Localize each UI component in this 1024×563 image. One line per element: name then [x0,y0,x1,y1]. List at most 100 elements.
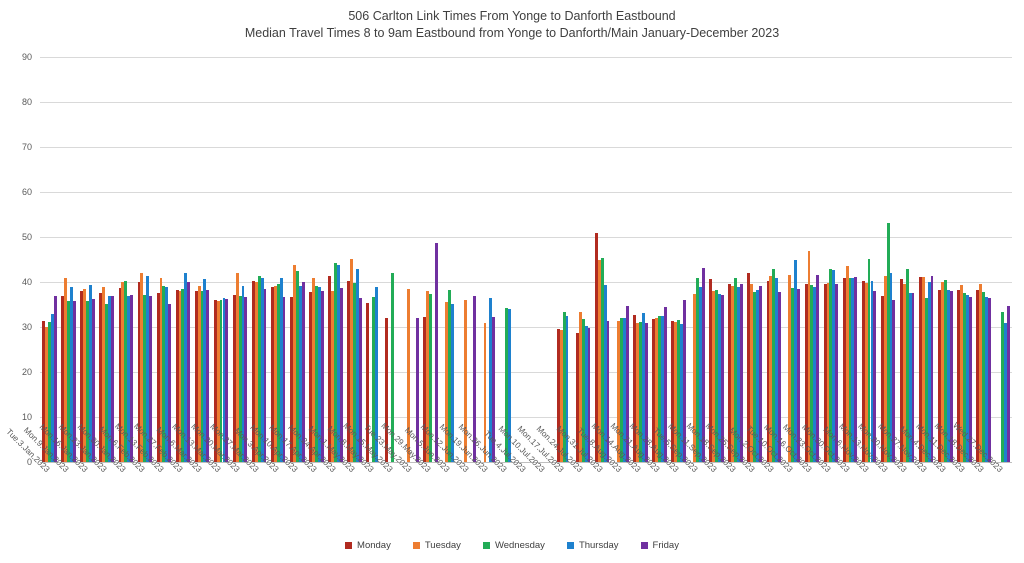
y-axis-tick-label: 30 [21,322,32,332]
legend-label: Monday [357,540,391,551]
bar-monday-Mon.14.Aug.2023 [633,314,636,462]
bar-monday-Mon.6.Nov.2023 [861,281,865,462]
bar-thursday-Mon.27.Feb.2023 [184,273,188,462]
bar-thursday-Mon.13.Nov.2023 [889,272,893,462]
bar-wednesday-Wed.27.Dec.2023 [1001,311,1004,462]
bar-monday-Mon.10.Apr.2023 [290,297,293,462]
bar-wednesday-Mon.8.May.2023 [372,296,375,462]
bar-monday-Mon.6.Mar.2023 [194,291,198,462]
bar-tuesday-Mon.25.Sep.2023 [750,284,754,462]
y-axis-tick-label: 10 [21,412,32,422]
bar-wednesday-Mon.15.May.2023 [391,272,395,462]
gridline [40,417,1012,418]
bar-thursday-Mon.27.Mar.2023 [260,277,264,462]
bar-wednesday-Mon.17.Jul.2023 [562,311,566,462]
gridline [40,372,1012,373]
bar-friday-Mon.19.Jun.2023 [492,317,496,462]
bar-tuesday-Mon.17.Jul.2023 [559,330,563,462]
bar-friday-Mon.17.Apr.2023 [320,291,324,462]
bar-monday-Mon.20.Nov.2023 [899,279,903,462]
gridline [40,282,1012,283]
bar-thursday-Mon.28.Aug.2023 [679,323,683,462]
bar-monday-Mon.28.Aug.2023 [671,321,675,462]
bar-wednesday-Mon.18.Dec.2023 [981,291,985,462]
bar-wednesday-Mon.16.Oct.2023 [810,285,814,462]
gridline [40,57,1012,58]
bar-tuesday-Mon.21.Aug.2023 [655,318,658,462]
bar-monday-Mon.24.Apr.2023 [328,276,332,462]
bar-tuesday-Tue.8.Aug.2023 [616,321,620,462]
bar-friday-Mon.16.Oct.2023 [816,275,820,462]
bar-friday-Mon.6.Feb.2023 [149,295,153,462]
bar-tuesday-Mon.27.Mar.2023 [254,282,258,462]
legend-item-wednesday: Wednesday [482,540,545,551]
bar-wednesday-Mon.2.Oct.2023 [772,268,776,462]
bar-friday-Mon.9.Jan.2023 [72,300,76,462]
bar-wednesday-Mon.18.Sep.2023 [734,277,738,462]
bar-monday-Mon.21.Aug.2023 [652,319,656,462]
bar-tuesday-Mon.27.Nov.2023 [921,277,925,462]
bar-thursday-Mon.18.Dec.2023 [984,297,988,462]
bar-monday-Mon.8.May.2023 [366,302,370,462]
bar-thursday-Mon.17.Apr.2023 [317,287,321,462]
bar-thursday-Mon.18.Sep.2023 [737,286,740,462]
bar-friday-Tue.8.Aug.2023 [625,305,629,462]
bar-tuesday-Mon.31.Jul.2023 [597,259,601,462]
bar-friday-Mon.13.Nov.2023 [892,300,896,462]
bar-thursday-Mon.27.Nov.2023 [927,282,931,462]
bar-monday-Mon.18.Sep.2023 [728,283,732,462]
bar-wednesday-Mon.17.Apr.2023 [314,286,318,462]
bar-tuesday-Mon.16.Oct.2023 [807,250,811,462]
bar-monday-Mon.31.Jul.2023 [594,232,598,462]
bar-friday-Mon.29.May.2023 [435,242,438,462]
bar-thursday-Mon.13.Mar.2023 [222,298,226,462]
bar-friday-Mon.12.Jun.2023 [473,295,477,462]
y-axis-tick-label: 20 [21,367,32,377]
legend: Monday Tuesday Wednesday Thursday Friday [0,540,1024,551]
bar-monday-Mon.23.Jan.2023 [99,292,103,462]
bar-friday-Mon.31.Jul.2023 [606,321,610,462]
y-axis-tick-label: 70 [21,142,32,152]
bar-wednesday-Tue.8.Aug.2023 [619,318,623,462]
legend-swatch-friday [640,542,648,549]
bar-tuesday-Mon.16.Jan.2023 [83,288,87,462]
bar-wednesday-Mon.6.Nov.2023 [867,258,871,462]
bar-friday-Mon.30.Jan.2023 [130,294,133,462]
bar-wednesday-Mon.27.Feb.2023 [181,289,185,462]
bar-friday-Tue.23.May.2023 [415,318,419,462]
bar-wednesday-Mon.27.Mar.2023 [257,275,261,462]
bar-monday-Mon.9.Jan.2023 [61,295,65,462]
bar-wednesday-Mon.13.Feb.2023 [162,285,166,462]
bar-tuesday-Mon.29.May.2023 [426,291,430,462]
bar-monday-Mon.20.Mar.2023 [232,294,236,462]
bar-tuesday-Mon.23.Jan.2023 [102,286,106,462]
bar-monday-Mon.15.May.2023 [385,317,389,462]
bar-monday-Mon.16.Oct.2023 [804,284,808,462]
bar-tuesday-Mon.13.Feb.2023 [159,277,163,462]
bar-tuesday-Mon.18.Dec.2023 [979,284,982,462]
bar-tuesday-Mon.17.Apr.2023 [312,277,315,462]
bar-monday-Mon.13.Nov.2023 [880,295,884,462]
bar-wednesday-Mon.24.Apr.2023 [333,263,337,462]
bar-thursday-Mon.16.Jan.2023 [89,285,92,462]
bar-tuesday-Mon.5.Jun.2023 [445,301,449,462]
bar-monday-Mon.3.Apr.2023 [270,286,274,462]
bar-wednesday-Mon.4.Dec.2023 [943,280,947,462]
bar-thursday-Mon.13.Feb.2023 [165,287,169,462]
bar-monday-Mon.2.Oct.2023 [766,281,770,462]
bar-wednesday-Mon.25.Sep.2023 [753,291,757,462]
chart-title-block: 506 Carlton Link Times From Yonge to Dan… [0,8,1024,42]
bar-friday-Tue.5.Sep.2023 [701,267,705,462]
bar-tuesday-Mon.28.Aug.2023 [674,321,677,462]
bar-tuesday-Mon.13.Mar.2023 [216,300,220,462]
bar-monday-Mon.4.Dec.2023 [938,290,941,462]
bar-wednesday-Mon.28.Aug.2023 [677,319,680,462]
bar-monday-Mon.30.Oct.2023 [842,277,846,462]
bar-thursday-Mon.20.Mar.2023 [241,285,245,462]
chart-subtitle: Median Travel Times 8 to 9am Eastbound f… [244,26,780,40]
bar-thursday-Mon.6.Feb.2023 [146,276,150,462]
bar-thursday-Mon.11.Sep.2023 [718,294,721,462]
bar-thursday-Mon.4.Dec.2023 [946,290,950,462]
bar-monday-Mon.13.Feb.2023 [156,292,160,462]
